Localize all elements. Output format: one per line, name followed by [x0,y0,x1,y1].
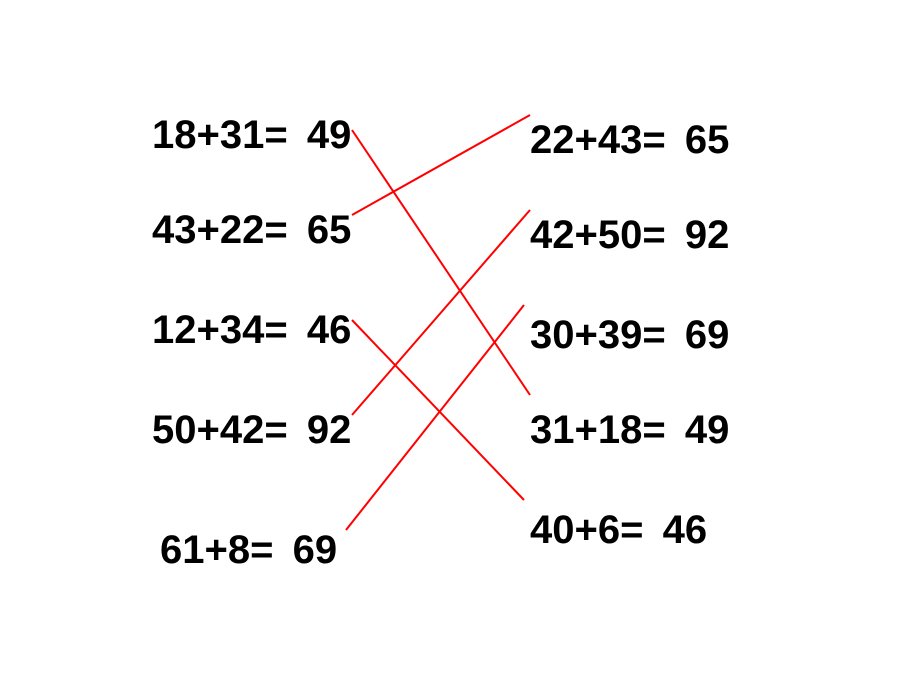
expression: 18+31= [152,115,288,155]
expression: 30+39= [530,315,666,355]
equation-R5: 40+6= 46 [530,510,707,550]
answer: 69 [293,530,338,570]
answer: 92 [307,410,352,450]
worksheet-stage: 18+31= 49 43+22= 65 12+34= 46 50+42= 92 … [0,0,920,690]
expression: 43+22= [152,210,288,250]
answer: 92 [685,215,730,255]
match-line [352,115,530,215]
match-line [352,130,530,395]
expression: 42+50= [530,215,666,255]
expression: 40+6= [530,510,643,550]
equation-R2: 42+50= 92 [530,215,729,255]
equation-R1: 22+43= 65 [530,120,729,160]
match-line [352,210,530,415]
answer: 49 [685,410,730,450]
expression: 61+8= [160,530,273,570]
expression: 22+43= [530,120,666,160]
connection-lines [0,0,920,690]
expression: 31+18= [530,410,666,450]
equation-R4: 31+18= 49 [530,410,729,450]
equation-L3: 12+34= 46 [152,310,351,350]
answer: 65 [307,210,352,250]
answer: 65 [685,120,730,160]
answer: 46 [307,310,352,350]
expression: 50+42= [152,410,288,450]
answer: 69 [685,315,730,355]
match-line [346,305,524,530]
equation-L4: 50+42= 92 [152,410,351,450]
equation-L5: 61+8= 69 [160,530,337,570]
equation-L2: 43+22= 65 [152,210,351,250]
answer: 49 [307,115,352,155]
match-line [352,320,524,500]
equation-L1: 18+31= 49 [152,115,351,155]
equation-R3: 30+39= 69 [530,315,729,355]
expression: 12+34= [152,310,288,350]
answer: 46 [663,510,708,550]
